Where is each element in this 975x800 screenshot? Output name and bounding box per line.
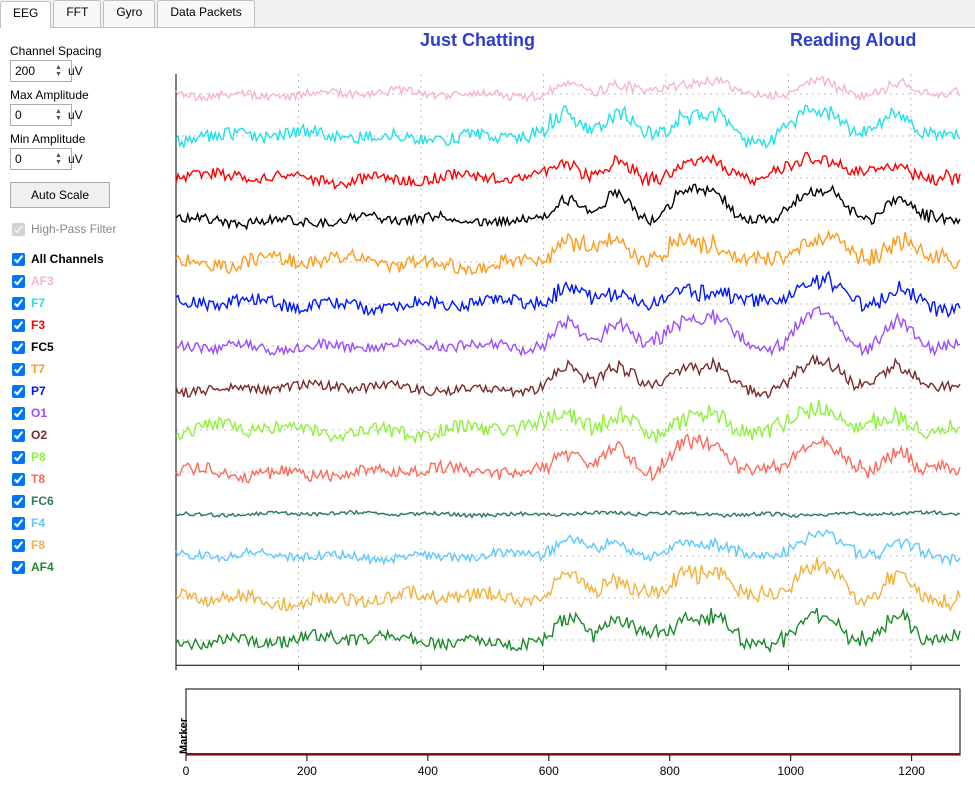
channel-label: O1 — [31, 406, 47, 420]
tab-data-packets[interactable]: Data Packets — [157, 0, 254, 27]
channel-label: F4 — [31, 516, 45, 530]
channel-row-f3: F3 — [10, 314, 162, 336]
eeg-svg — [170, 64, 962, 674]
tab-fft[interactable]: FFT — [53, 0, 101, 27]
channel-row-o1: O1 — [10, 402, 162, 424]
annotation-label: Reading Aloud — [790, 30, 916, 51]
channel-label: F7 — [31, 296, 45, 310]
channel-checkbox-fc5[interactable] — [12, 341, 25, 354]
all-channels-checkbox[interactable] — [12, 253, 25, 266]
channel-checkbox-f7[interactable] — [12, 297, 25, 310]
min-amp-unit: uV — [68, 152, 83, 166]
x-tick-label: 1200 — [898, 764, 925, 778]
min-amp-label: Min Amplitude — [10, 132, 162, 146]
channel-checkbox-f3[interactable] — [12, 319, 25, 332]
tab-gyro[interactable]: Gyro — [103, 0, 155, 27]
x-tick-label: 1000 — [777, 764, 804, 778]
channel-row-af4: AF4 — [10, 556, 162, 578]
channel-row-p7: P7 — [10, 380, 162, 402]
auto-scale-button[interactable]: Auto Scale — [10, 182, 110, 208]
max-amp-input[interactable] — [10, 104, 72, 126]
hp-filter-row: High-Pass Filter — [10, 218, 162, 240]
min-amp-input[interactable] — [10, 148, 72, 170]
all-channels-row: All Channels — [10, 248, 162, 270]
channel-label: P7 — [31, 384, 46, 398]
channel-checkbox-t8[interactable] — [12, 473, 25, 486]
channel-row-fc5: FC5 — [10, 336, 162, 358]
max-amp-unit: uV — [68, 108, 83, 122]
x-tick-label: 0 — [183, 764, 190, 778]
x-tick-label: 600 — [539, 764, 559, 778]
annotation-label: Just Chatting — [420, 30, 535, 51]
channel-spacing-label: Channel Spacing — [10, 44, 162, 58]
channel-checkbox-o2[interactable] — [12, 429, 25, 442]
channel-row-o2: O2 — [10, 424, 162, 446]
channel-label: O2 — [31, 428, 47, 442]
marker-plot: Marker 0 200 400 600 800 1000 1200 — [170, 687, 963, 784]
channel-label: T8 — [31, 472, 45, 486]
channel-spacing-unit: uV — [68, 64, 83, 78]
tab-eeg[interactable]: EEG — [0, 1, 51, 28]
channel-label: F8 — [31, 538, 45, 552]
tab-bar: EEG FFT Gyro Data Packets — [0, 0, 975, 28]
channel-row-af3: AF3 — [10, 270, 162, 292]
channel-label: P8 — [31, 450, 46, 464]
channel-checkbox-p7[interactable] — [12, 385, 25, 398]
channel-row-t7: T7 — [10, 358, 162, 380]
channel-label: T7 — [31, 362, 45, 376]
max-amp-label: Max Amplitude — [10, 88, 162, 102]
hp-filter-label: High-Pass Filter — [31, 222, 116, 236]
channel-row-f7: F7 — [10, 292, 162, 314]
all-channels-label: All Channels — [31, 252, 104, 266]
channel-checkbox-af3[interactable] — [12, 275, 25, 288]
channel-checkbox-t7[interactable] — [12, 363, 25, 376]
channel-label: FC6 — [31, 494, 54, 508]
marker-svg: 0 200 400 600 800 1000 1200 — [170, 687, 962, 781]
channel-row-t8: T8 — [10, 468, 162, 490]
channel-label: FC5 — [31, 340, 54, 354]
sidebar: Channel Spacing ▲▼ uV Max Amplitude ▲▼ u… — [0, 28, 170, 800]
channel-label: AF4 — [31, 560, 54, 574]
channel-label: F3 — [31, 318, 45, 332]
channel-row-f8: F8 — [10, 534, 162, 556]
channel-row-fc6: FC6 — [10, 490, 162, 512]
channel-label: AF3 — [31, 274, 54, 288]
channel-checkbox-f8[interactable] — [12, 539, 25, 552]
channel-checkbox-f4[interactable] — [12, 517, 25, 530]
channel-list: AF3 F7 F3 FC5 T7 P7 O1 O2 P8 T8 FC6 F4 F8 AF4 — [10, 270, 162, 578]
x-tick-label: 800 — [660, 764, 680, 778]
hp-filter-checkbox[interactable] — [12, 223, 25, 236]
channel-checkbox-o1[interactable] — [12, 407, 25, 420]
channel-spacing-input[interactable] — [10, 60, 72, 82]
channel-checkbox-fc6[interactable] — [12, 495, 25, 508]
channel-row-p8: P8 — [10, 446, 162, 468]
x-tick-label: 200 — [297, 764, 317, 778]
x-tick-label: 400 — [418, 764, 438, 778]
channel-checkbox-af4[interactable] — [12, 561, 25, 574]
marker-axis-label: Marker — [178, 717, 190, 753]
channel-row-f4: F4 — [10, 512, 162, 534]
main-area: Just Chatting Reading Aloud Marker 0 200 40… — [170, 28, 975, 800]
eeg-plot — [170, 64, 963, 677]
channel-checkbox-p8[interactable] — [12, 451, 25, 464]
